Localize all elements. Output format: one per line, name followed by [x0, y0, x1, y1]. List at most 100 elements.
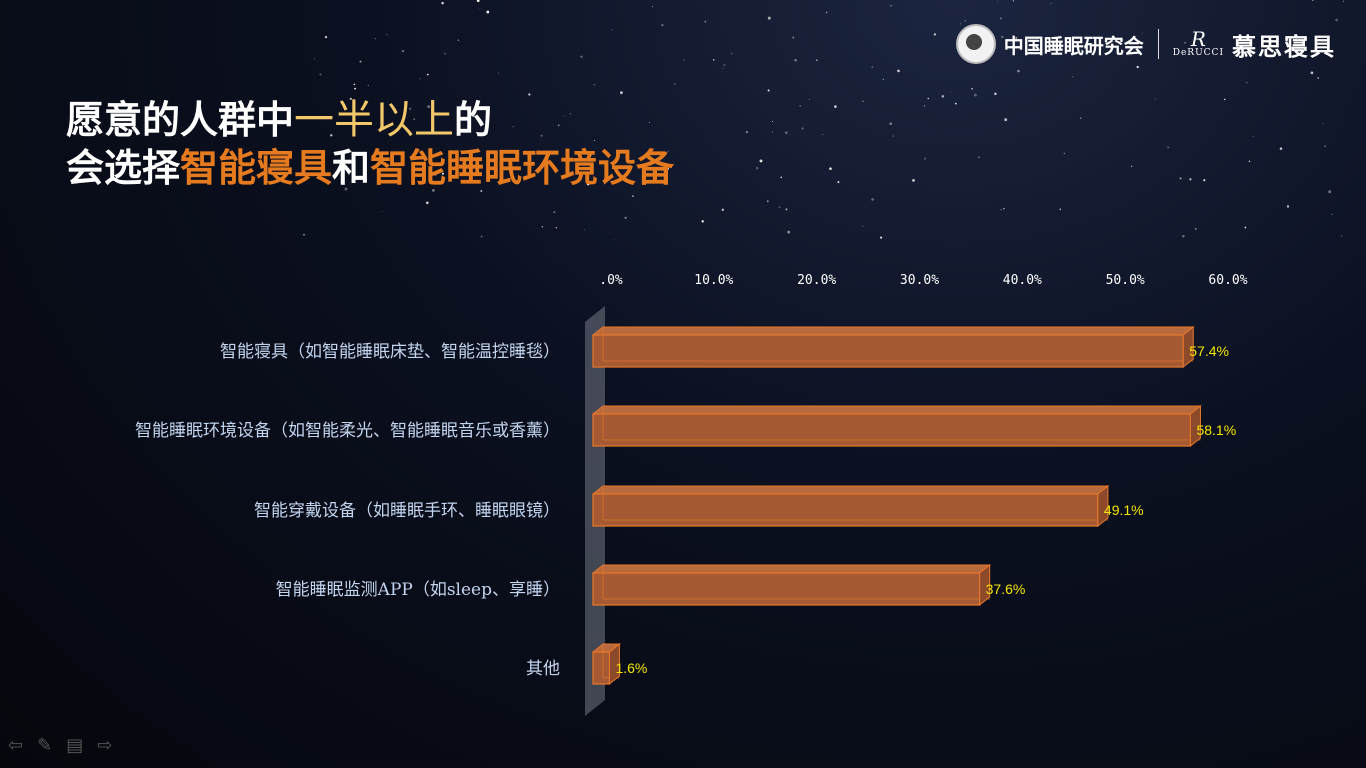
- star: [427, 105, 431, 109]
- star: [1248, 160, 1251, 163]
- star: [1003, 208, 1005, 210]
- brand-en-name: DeRUCCI: [1172, 48, 1224, 58]
- bar-end-face: [1182, 325, 1194, 369]
- star: [755, 166, 759, 170]
- star: [1335, 18, 1338, 22]
- x-tick-label: 60.0%: [1208, 273, 1247, 288]
- star: [784, 131, 788, 135]
- star: [974, 93, 977, 97]
- star: [780, 176, 782, 179]
- star: [354, 87, 357, 90]
- pen-icon[interactable]: ✎: [37, 735, 53, 756]
- star: [997, 1, 999, 3]
- star: [426, 73, 429, 76]
- title-text: 会选择: [66, 146, 181, 190]
- star: [723, 67, 725, 69]
- star: [1244, 226, 1247, 229]
- star: [1012, 0, 1014, 2]
- starry-sky-background: [299, 0, 1345, 241]
- x-tick-label: .0%: [599, 273, 623, 288]
- star: [1343, 0, 1345, 2]
- star: [787, 230, 791, 234]
- data-label: 58.1%: [1196, 422, 1236, 438]
- star: [1017, 69, 1020, 73]
- star: [834, 105, 837, 108]
- star: [557, 124, 560, 127]
- star: [1080, 117, 1082, 119]
- star: [1189, 178, 1192, 181]
- star: [862, 225, 864, 227]
- star: [792, 36, 795, 39]
- star: [649, 122, 650, 123]
- star: [401, 49, 405, 53]
- star: [767, 89, 770, 92]
- star: [486, 10, 490, 14]
- x-tick-label: 50.0%: [1106, 273, 1145, 288]
- bar-end-face: [1189, 404, 1201, 448]
- star: [785, 208, 788, 211]
- star: [432, 189, 435, 192]
- star: [441, 1, 444, 5]
- star: [367, 84, 369, 87]
- star: [434, 173, 437, 177]
- star: [632, 195, 634, 198]
- star: [324, 35, 328, 39]
- star: [1015, 36, 1018, 39]
- title-text: 愿意的人群中: [66, 98, 295, 142]
- x-tick-label: 30.0%: [900, 273, 939, 288]
- arrow-right-icon[interactable]: ⇨: [97, 735, 113, 756]
- header-logos: 中国睡眠研究会 R DeRUCCI 慕思寝具: [955, 22, 1336, 66]
- star: [419, 78, 421, 80]
- star: [553, 211, 556, 214]
- star: [772, 121, 773, 122]
- star: [580, 55, 583, 59]
- star: [512, 125, 515, 128]
- star: [480, 235, 483, 238]
- category-label: 智能寝具（如智能睡眠床垫、智能温控睡毯）: [220, 341, 560, 362]
- star: [1179, 177, 1182, 180]
- bar: [592, 334, 1184, 368]
- star: [767, 16, 771, 20]
- star: [302, 233, 306, 236]
- star: [457, 39, 459, 41]
- star: [999, 17, 1002, 20]
- title-text: 的: [454, 98, 493, 142]
- star: [704, 20, 707, 23]
- star: [620, 91, 623, 95]
- title-line-1: 愿意的人群中一半以上的: [66, 96, 674, 144]
- data-label: 49.1%: [1104, 502, 1144, 518]
- star: [413, 118, 416, 120]
- slide-nav: ⇦ ✎ ▤ ⇨: [8, 735, 112, 756]
- star: [927, 97, 930, 100]
- category-label: 智能睡眠监测APP（如sleep、享睡）: [276, 580, 560, 600]
- star: [912, 179, 915, 182]
- x-tick-label: 20.0%: [797, 273, 836, 288]
- star: [683, 59, 685, 61]
- star: [408, 107, 412, 111]
- data-label: 1.6%: [615, 660, 647, 676]
- title-highlight-half: 一半以上: [294, 97, 455, 143]
- star: [344, 187, 348, 191]
- x-tick-label: 10.0%: [694, 273, 733, 288]
- star: [871, 198, 874, 201]
- category-label: 其他: [526, 659, 560, 679]
- star: [1080, 37, 1082, 39]
- bar: [592, 413, 1192, 447]
- bar-top-face: [591, 326, 1195, 336]
- star: [583, 229, 585, 230]
- menu-icon[interactable]: ▤: [66, 735, 84, 756]
- star: [897, 69, 900, 73]
- star: [889, 122, 892, 125]
- star: [941, 95, 945, 98]
- data-label: 57.4%: [1189, 343, 1229, 359]
- star: [498, 72, 500, 74]
- star: [1223, 98, 1226, 101]
- star: [441, 172, 444, 175]
- star: [933, 33, 937, 36]
- arrow-left-icon[interactable]: ⇦: [8, 735, 24, 756]
- brand-cn-name: 慕思寝具: [1232, 32, 1336, 61]
- star: [495, 157, 497, 159]
- star: [771, 131, 773, 133]
- star: [353, 83, 356, 86]
